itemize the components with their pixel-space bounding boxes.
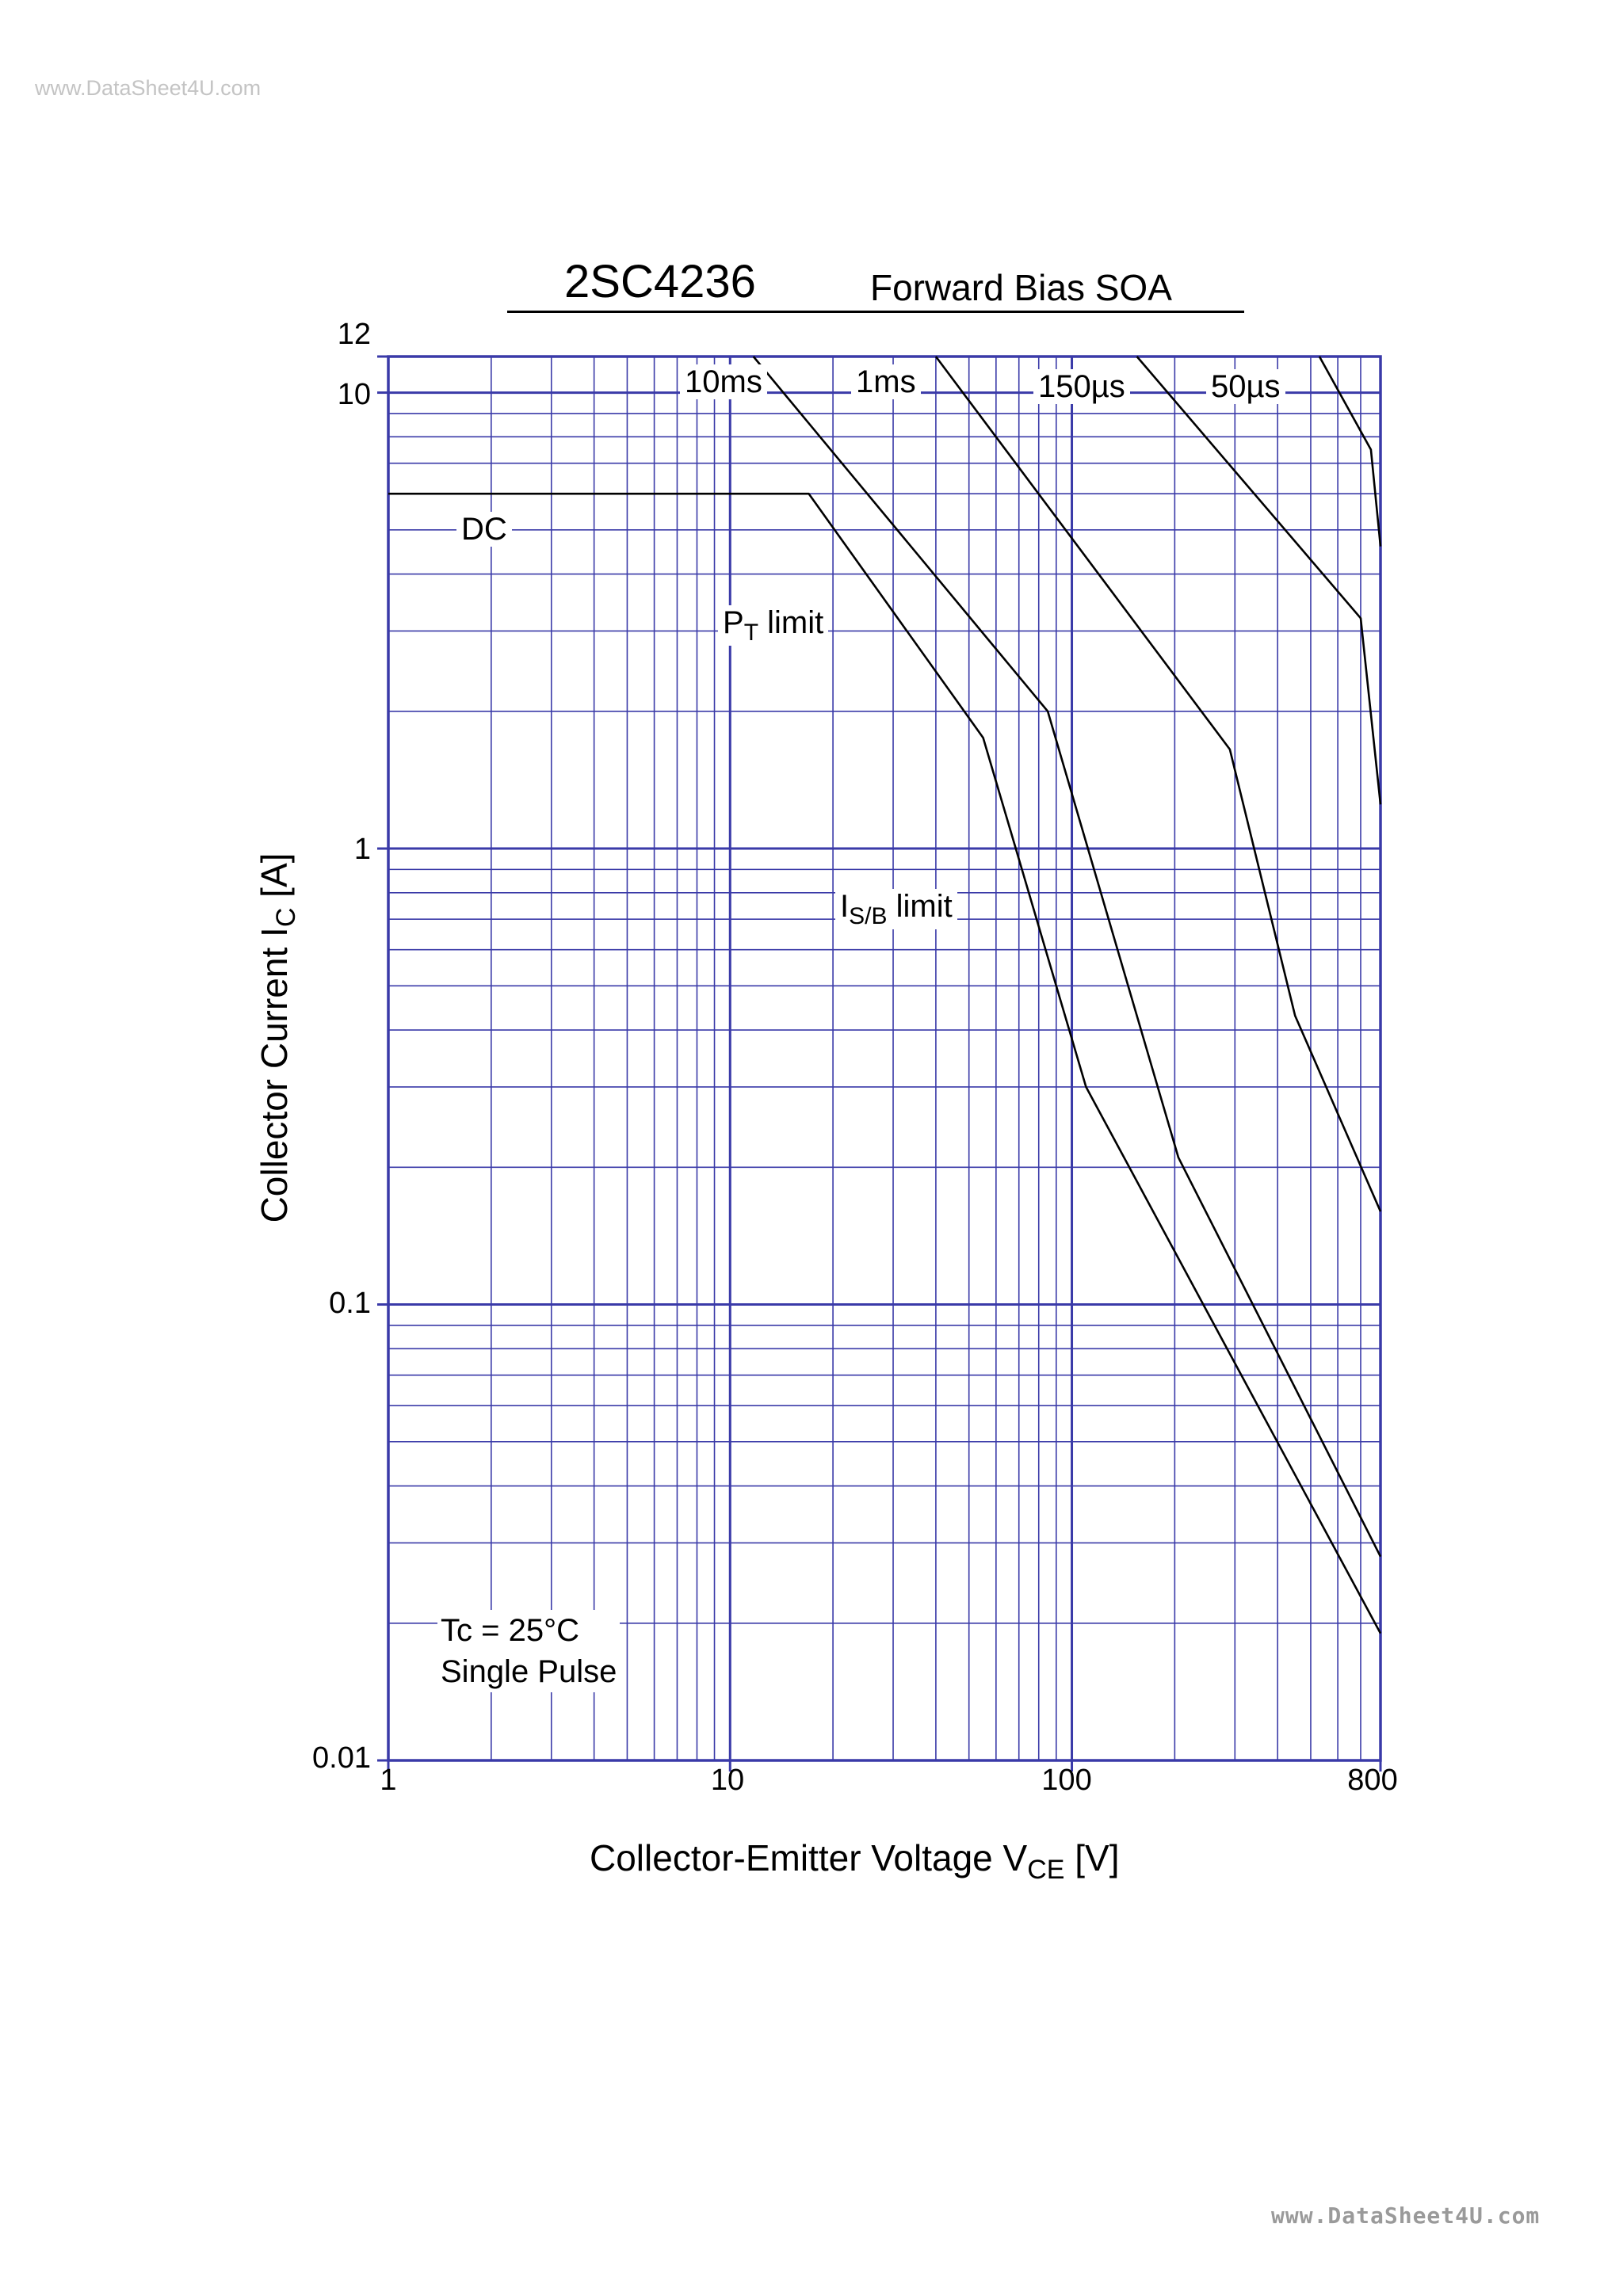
x-axis-label: Collector-Emitter Voltage VCE [V]: [590, 1837, 1120, 1885]
isb-sub: S/B: [849, 903, 888, 929]
label-50us: 50µs: [1206, 369, 1285, 404]
label-dc: DC: [456, 512, 512, 547]
y-tick-0.1: 0.1: [329, 1287, 371, 1320]
soa-curve-50us: [1318, 356, 1382, 547]
label-150us: 150µs: [1033, 369, 1130, 404]
watermark-top: www.DataSheet4U.com: [35, 76, 262, 100]
curve-layer: [388, 356, 1382, 1634]
label-10ms: 10ms: [680, 364, 767, 399]
soa-curve-150us: [1136, 356, 1382, 805]
isb-suffix: limit: [887, 889, 953, 924]
soa-curve-DC: [388, 492, 1382, 1634]
isb-main: I: [840, 889, 850, 924]
pt-sub: T: [743, 620, 759, 646]
y-tick-10: 10: [337, 378, 371, 411]
plot-frame: [387, 355, 1382, 1762]
note-line-2: Single Pulse: [441, 1654, 617, 1689]
y-tick-1: 1: [353, 833, 371, 866]
title-underline: [507, 311, 1244, 313]
label-pt-limit: PT limit: [718, 605, 829, 646]
x-tick-100: 100: [1041, 1764, 1092, 1797]
y-tick-12: 12: [337, 318, 371, 351]
x-tick-800: 800: [1347, 1764, 1398, 1797]
watermark-bottom: www.DataSheet4U.com: [1271, 2203, 1541, 2229]
note-line-1: Tc = 25°C: [441, 1613, 579, 1648]
chart-title: 2SC4236: [564, 256, 756, 307]
x-tick-10: 10: [710, 1764, 745, 1797]
grid-layer: [377, 355, 1382, 1772]
soa-curve-1ms: [934, 356, 1382, 1212]
test-condition-note: Tc = 25°C Single Pulse: [437, 1610, 621, 1692]
y-axis-label: Collector Current IC [A]: [254, 852, 301, 1223]
label-isb-limit: IS/B limit: [835, 889, 957, 929]
pt-suffix: limit: [758, 605, 824, 640]
x-tick-1: 1: [380, 1764, 397, 1797]
soa-curve-10ms: [752, 356, 1382, 1558]
label-1ms: 1ms: [851, 364, 921, 399]
chart-subtitle: Forward Bias SOA: [870, 267, 1172, 308]
pt-main: P: [723, 605, 744, 640]
y-tick-0.01: 0.01: [312, 1741, 371, 1775]
